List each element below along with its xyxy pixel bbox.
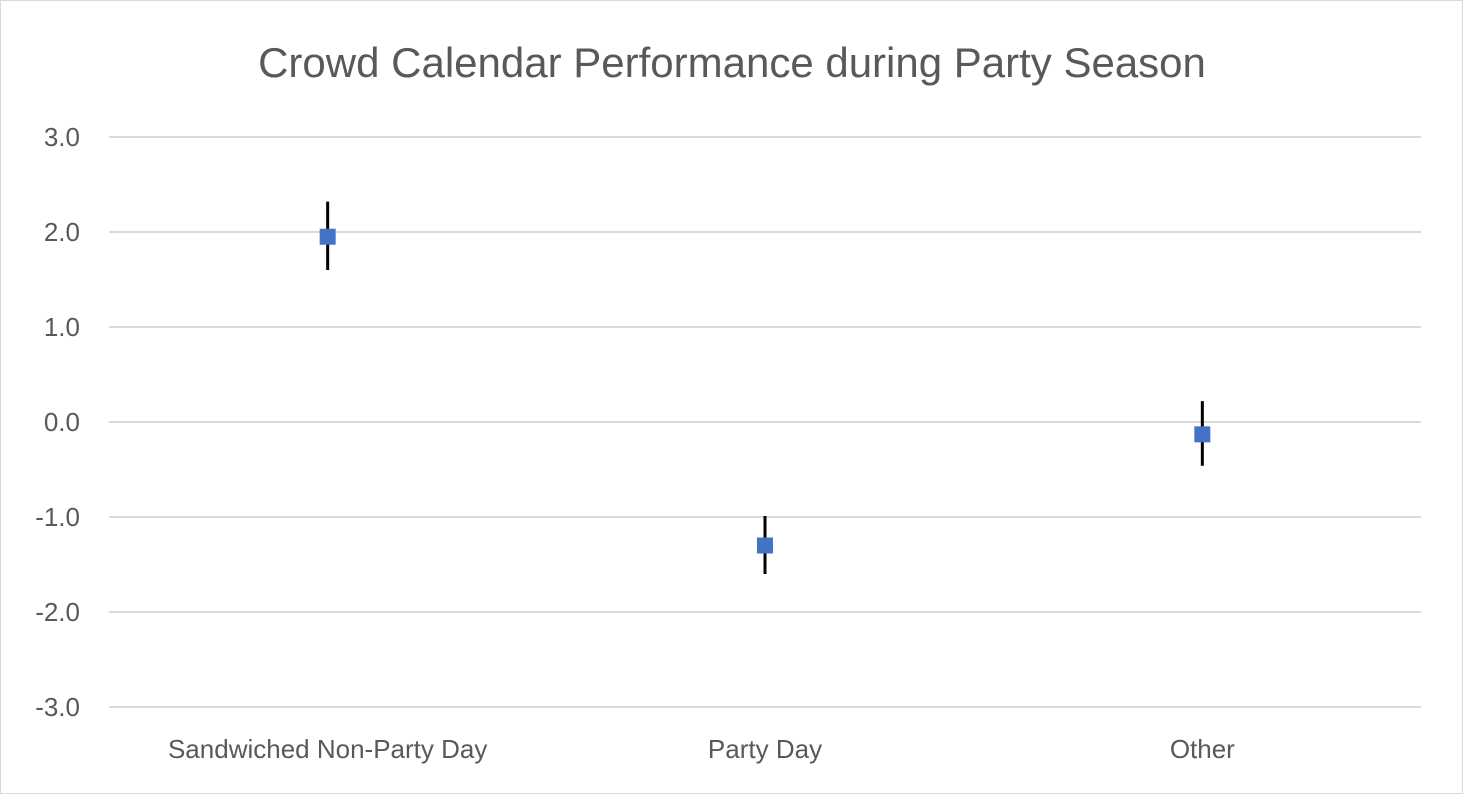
y-tick-label: -1.0 <box>35 502 80 532</box>
chart-title: Crowd Calendar Performance during Party … <box>258 39 1206 86</box>
x-category-label: Party Day <box>708 734 822 764</box>
data-point-marker <box>1194 426 1211 443</box>
data-point-marker <box>319 228 336 245</box>
data-markers <box>319 228 1211 554</box>
data-point-marker <box>757 537 773 554</box>
y-tick-label: 0.0 <box>44 407 80 437</box>
y-tick-label: -2.0 <box>35 597 80 627</box>
gridlines <box>109 136 1421 708</box>
x-category-label: Other <box>1170 734 1235 764</box>
y-axis-ticks: 3.0 2.0 1.0 0.0 -1.0 -2.0 -3.0 <box>35 122 80 722</box>
error-bars <box>326 201 1204 574</box>
x-axis-categories: Sandwiched Non-Party Day Party Day Other <box>168 734 1235 764</box>
y-tick-label: -3.0 <box>35 692 80 722</box>
y-tick-label: 2.0 <box>44 217 80 247</box>
x-category-label: Sandwiched Non-Party Day <box>168 734 487 764</box>
y-tick-label: 3.0 <box>44 122 80 152</box>
y-tick-label: 1.0 <box>44 312 80 342</box>
